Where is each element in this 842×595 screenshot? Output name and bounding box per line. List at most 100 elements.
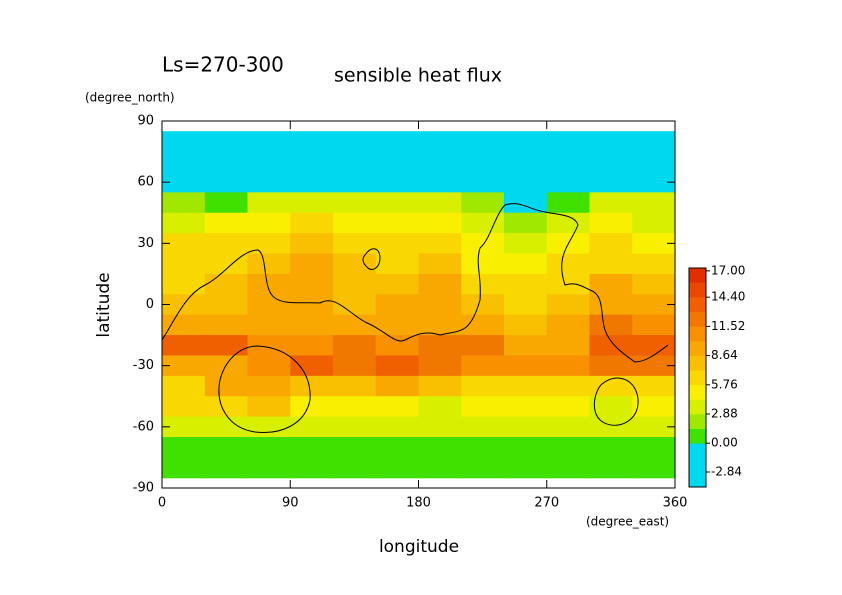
heat-cell xyxy=(290,396,334,418)
heat-cell xyxy=(418,131,462,153)
heat-cell xyxy=(162,314,206,336)
heat-cell xyxy=(589,171,633,193)
chart-subtitle: Ls=270-300 xyxy=(162,53,284,77)
heat-cell xyxy=(418,335,462,356)
heat-cell xyxy=(375,314,419,336)
heat-cell xyxy=(247,131,291,153)
heat-cell xyxy=(247,314,291,336)
heat-cell xyxy=(290,375,334,397)
heat-cell xyxy=(461,396,505,418)
colorbar-band xyxy=(689,414,706,429)
colorbar-tick-label: 5.76 xyxy=(711,377,738,391)
x-tick-label: 360 xyxy=(663,496,688,511)
heat-cell xyxy=(162,335,206,356)
heat-cell xyxy=(589,294,633,316)
heat-cell xyxy=(333,355,377,377)
x-tick-label: 90 xyxy=(282,496,299,511)
heat-cell xyxy=(418,375,462,397)
heat-cell xyxy=(375,375,419,397)
heat-cell xyxy=(333,192,377,214)
colorbar-band xyxy=(689,341,706,356)
heat-cell xyxy=(632,314,676,336)
heat-cell xyxy=(375,416,419,438)
heat-cell xyxy=(589,233,633,255)
heat-cell xyxy=(632,131,676,153)
heat-cell xyxy=(546,437,590,458)
heat-cell xyxy=(418,314,462,336)
heat-cell xyxy=(333,233,377,255)
heat-cell xyxy=(546,457,590,479)
heat-cell xyxy=(204,335,248,356)
heat-cell xyxy=(162,273,206,295)
heat-cell xyxy=(290,294,334,316)
heat-cell xyxy=(247,273,291,295)
heat-cell xyxy=(589,396,633,418)
heat-cell xyxy=(333,457,377,479)
heat-cell xyxy=(546,375,590,397)
heat-cell xyxy=(204,437,248,458)
heat-cell xyxy=(290,416,334,438)
y-tick-label: -60 xyxy=(133,419,154,434)
x-tick-label: 270 xyxy=(534,496,559,511)
heat-cell xyxy=(162,131,206,153)
heat-cell xyxy=(204,355,248,377)
contour-line xyxy=(593,377,639,426)
heat-cell xyxy=(418,294,462,316)
x-tick-label: 180 xyxy=(406,496,431,511)
heat-cell xyxy=(546,151,590,173)
colorbar-tick-label: 8.64 xyxy=(711,348,738,362)
heat-cell xyxy=(162,151,206,173)
heat-cell xyxy=(504,273,548,295)
heat-cell xyxy=(546,212,590,234)
heat-cell xyxy=(333,416,377,438)
heat-cell xyxy=(162,416,206,438)
heat-cell xyxy=(461,192,505,214)
contour-line xyxy=(362,248,381,271)
heat-cell xyxy=(461,355,505,377)
heat-cell xyxy=(461,233,505,255)
heat-cell xyxy=(546,131,590,153)
heat-cell xyxy=(204,131,248,153)
heat-cell xyxy=(247,171,291,193)
heat-cell xyxy=(204,457,248,479)
heat-cell xyxy=(247,212,291,234)
heat-cell xyxy=(589,416,633,438)
colorbar-band xyxy=(689,428,706,444)
heat-cell xyxy=(162,171,206,193)
colorbar-tick-label: 11.52 xyxy=(711,319,745,333)
heat-cell xyxy=(504,294,548,316)
heat-cell xyxy=(461,131,505,153)
heat-cell xyxy=(333,273,377,295)
heat-cell xyxy=(290,273,334,295)
heat-cell xyxy=(418,253,462,275)
heat-cell xyxy=(589,192,633,214)
heat-cell xyxy=(504,396,548,418)
heat-cell xyxy=(632,212,676,234)
y-tick-label: 90 xyxy=(137,114,154,129)
colorbar-band xyxy=(689,282,706,298)
heat-cell xyxy=(632,233,676,255)
heat-cell xyxy=(632,151,676,173)
heat-cell xyxy=(589,212,633,234)
heat-cell xyxy=(461,294,505,316)
heat-cell xyxy=(504,355,548,377)
heat-cell xyxy=(333,212,377,234)
heat-cell xyxy=(333,171,377,193)
colorbar-band xyxy=(689,311,706,327)
heat-cell xyxy=(418,233,462,255)
heat-cell xyxy=(162,233,206,255)
heat-cell xyxy=(418,396,462,418)
heat-cell xyxy=(333,335,377,356)
heat-cell xyxy=(204,192,248,214)
heat-cell xyxy=(162,192,206,214)
y-tick-label: -30 xyxy=(133,358,154,373)
colorbar-band xyxy=(689,443,706,459)
heat-cell xyxy=(418,457,462,479)
heat-cell xyxy=(589,335,633,356)
heat-cell xyxy=(632,396,676,418)
y-tick-label: 30 xyxy=(137,236,154,251)
contour-line xyxy=(218,345,311,434)
heatmap xyxy=(162,131,676,479)
heat-cell xyxy=(204,233,248,255)
y-tick-label: -90 xyxy=(133,481,154,496)
